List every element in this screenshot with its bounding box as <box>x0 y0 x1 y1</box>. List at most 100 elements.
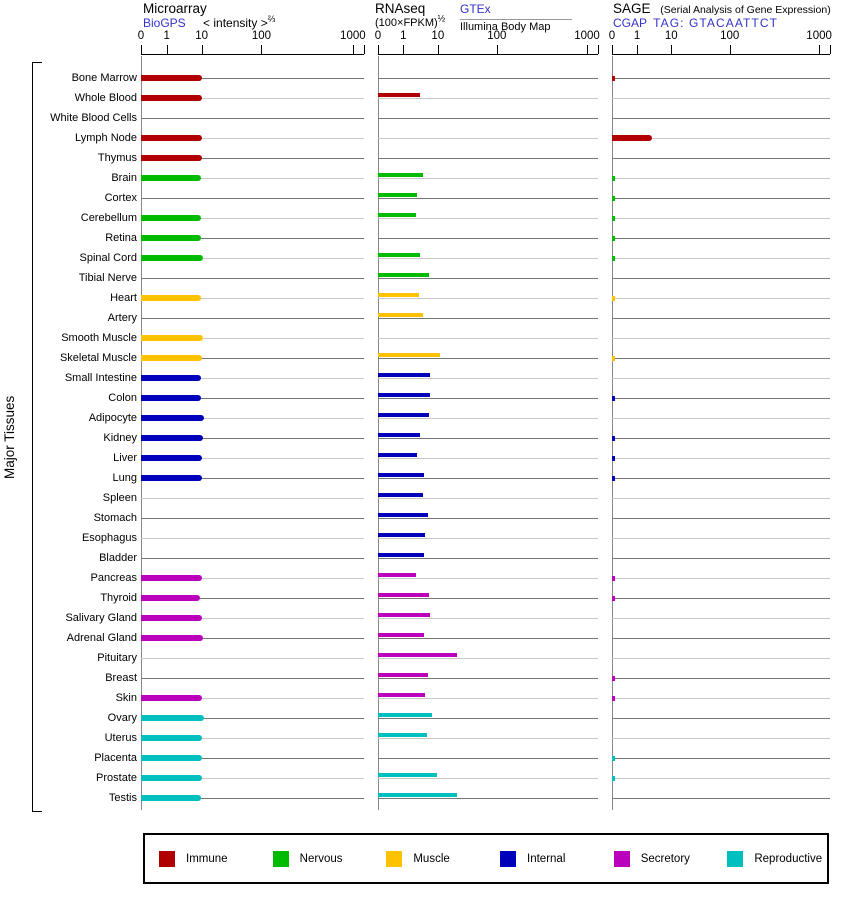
row-gridline <box>378 798 598 799</box>
row-gridline <box>612 378 830 379</box>
row-gridline <box>612 358 830 359</box>
row-gridline <box>612 658 830 659</box>
row-gridline <box>612 158 830 159</box>
tissue-label: Cortex <box>104 192 137 204</box>
tissue-label: Colon <box>108 392 137 404</box>
row-gridline <box>141 298 364 299</box>
reproductive-swatch <box>727 850 744 867</box>
sage-dot <box>612 396 615 401</box>
microarray-bar <box>141 715 205 721</box>
legend-label: Immune <box>186 852 228 865</box>
rnaseq-bar <box>378 213 416 217</box>
tissue-label: Esophagus <box>81 532 137 544</box>
microarray-bar <box>141 355 202 361</box>
rnaseq-exponent: ½ <box>437 13 446 24</box>
row-gridline <box>612 778 830 779</box>
rnaseq-bar <box>378 293 419 297</box>
row-gridline <box>378 278 598 279</box>
row-gridline <box>378 698 598 699</box>
row-gridline <box>141 178 364 179</box>
rnaseq-bar <box>378 193 418 197</box>
sage-subtitle: CGAP TAG: GTACAATTCT <box>613 16 778 30</box>
axis-tick <box>819 45 821 54</box>
row-gridline <box>378 458 598 459</box>
cgap-link[interactable]: CGAP <box>613 16 647 30</box>
rnaseq-bar <box>378 373 430 377</box>
row-gridline <box>378 258 598 259</box>
sage-dot <box>612 236 615 241</box>
row-gridline <box>141 638 364 639</box>
rnaseq-bar <box>378 433 420 437</box>
row-gridline <box>612 538 830 539</box>
row-gridline <box>612 798 830 799</box>
sage-dot <box>612 256 615 261</box>
x-axis-line <box>141 54 364 55</box>
tissue-label: Salivary Gland <box>65 612 137 624</box>
row-gridline <box>612 458 830 459</box>
axis-tick-label: 10 <box>664 30 678 42</box>
microarray-bar <box>141 755 202 761</box>
axis-tick-label: 0 <box>608 30 616 42</box>
row-gridline <box>141 538 364 539</box>
rnaseq-bar <box>378 613 431 617</box>
tissue-label: Thyroid <box>100 592 137 604</box>
row-gridline <box>612 498 830 499</box>
row-gridline <box>141 418 364 419</box>
axis-tick <box>403 45 405 54</box>
legend-label: Secretory <box>640 852 690 865</box>
sage-dot <box>612 676 615 681</box>
tissue-label: Lymph Node <box>75 132 137 144</box>
axis-tick-label: 100 <box>251 30 271 42</box>
row-gridline <box>378 238 598 239</box>
row-gridline <box>141 738 364 739</box>
sage-dot <box>612 296 615 301</box>
row-gridline <box>378 598 598 599</box>
row-gridline <box>141 218 364 219</box>
gtex-link[interactable]: GTEx <box>460 2 491 16</box>
axis-tick <box>671 45 673 54</box>
tissue-label: Cerebellum <box>80 212 137 224</box>
microarray-bar <box>141 635 203 641</box>
row-gridline <box>141 438 364 439</box>
axis-tick <box>729 45 731 54</box>
row-gridline <box>378 398 598 399</box>
row-gridline <box>378 778 598 779</box>
sage-dot <box>612 196 615 201</box>
microarray-bar <box>141 595 201 601</box>
rnaseq-bar <box>378 473 425 477</box>
rnaseq-formula: (100×FPKM) <box>375 17 438 29</box>
rnaseq-bar <box>378 353 440 357</box>
sage-dot <box>612 576 615 581</box>
biogps-link[interactable]: BioGPS <box>143 16 186 30</box>
x-axis-line <box>612 54 830 55</box>
row-gridline <box>141 498 364 499</box>
sage-dot <box>612 776 615 781</box>
legend-item: Nervous <box>272 850 373 867</box>
legend-label: Reproductive <box>754 852 823 865</box>
row-gridline <box>378 218 598 219</box>
sage-title: SAGE <box>613 1 651 16</box>
row-gridline <box>612 338 830 339</box>
tissue-label: Liver <box>113 452 137 464</box>
row-gridline <box>141 98 364 99</box>
legend-item: Reproductive <box>727 850 827 867</box>
axis-end-tick <box>364 45 365 54</box>
axis-tick-label: 1000 <box>340 30 366 42</box>
row-gridline <box>378 298 598 299</box>
sage-dot <box>612 356 615 361</box>
secretory-swatch <box>613 850 630 867</box>
microarray-bar <box>141 575 202 581</box>
microarray-bar <box>141 775 202 781</box>
row-gridline <box>378 418 598 419</box>
row-gridline <box>612 98 830 99</box>
tissue-label: Pancreas <box>90 572 137 584</box>
rnaseq-bar <box>378 493 423 497</box>
rnaseq-bar <box>378 673 428 677</box>
axis-tick <box>378 45 379 54</box>
tissue-label: Whole Blood <box>74 92 137 104</box>
row-gridline <box>141 278 364 279</box>
row-gridline <box>378 538 598 539</box>
row-gridline <box>378 638 598 639</box>
axis-tick <box>496 45 498 54</box>
